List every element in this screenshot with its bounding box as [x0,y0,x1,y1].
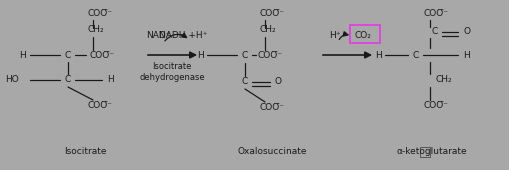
Text: C: C [241,50,248,59]
Text: α-ketoglutarate: α-ketoglutarate [396,148,466,157]
Text: O: O [274,78,281,87]
Text: Oxalosuccinate: Oxalosuccinate [237,148,306,157]
Text: COO̅⁻: COO̅⁻ [88,101,113,110]
Text: COO̅⁻: COO̅⁻ [258,50,282,59]
Text: COO̅⁻: COO̅⁻ [422,101,447,110]
Text: COO̅⁻: COO̅⁻ [90,50,115,59]
Text: CH₂: CH₂ [434,75,451,84]
Text: CH₂: CH₂ [88,26,104,35]
Text: H⁺: H⁺ [329,31,340,40]
Bar [349,25,379,43]
Text: NAD⁺: NAD⁺ [146,31,170,40]
Text: H: H [19,50,25,59]
Text: C: C [241,78,248,87]
Text: O: O [463,28,470,37]
Text: NADH +H⁺: NADH +H⁺ [158,31,207,40]
Text: C: C [65,75,71,84]
Text: CH₂: CH₂ [260,26,276,35]
Text: C: C [431,28,437,37]
Text: COO̅⁻: COO̅⁻ [260,10,285,19]
Text: C: C [65,50,71,59]
Text: COO̅⁻: COO̅⁻ [260,104,285,113]
Text: H: H [374,50,381,59]
Text: C: C [412,50,418,59]
Text: H: H [463,50,469,59]
Text: Isocitrate: Isocitrate [64,148,106,157]
Text: HO: HO [5,75,19,84]
Text: H: H [106,75,113,84]
Text: Isocitrate
dehydrogenase: Isocitrate dehydrogenase [139,62,205,82]
Bar [419,147,429,157]
Text: COO̅⁻: COO̅⁻ [422,10,447,19]
Text: H: H [196,50,203,59]
Text: COO̅⁻: COO̅⁻ [88,10,113,19]
Text: CO₂: CO₂ [354,30,371,39]
